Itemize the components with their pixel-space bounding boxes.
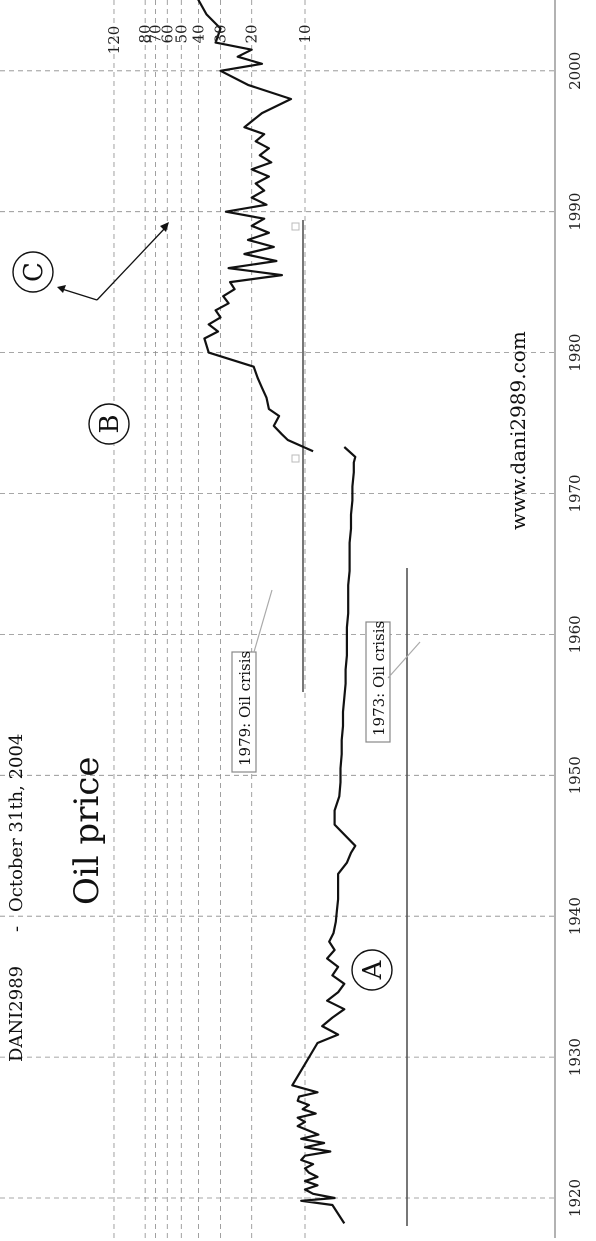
year-tick-label: 1930	[566, 1038, 584, 1076]
trend-marker	[291, 454, 300, 463]
annotation-pointer	[253, 589, 273, 653]
projection-arrow-up	[61, 288, 98, 301]
annotation-1979: 1979: Oil crisis	[231, 589, 273, 773]
trend-marker	[291, 222, 300, 231]
series-layer	[197, 0, 357, 1224]
price-tick-label: 50	[172, 24, 190, 43]
arrowhead-icon	[57, 285, 66, 293]
website-label: www.dani2989.com	[506, 331, 530, 530]
wave-label-b: B	[88, 403, 130, 445]
annotation-box	[231, 651, 257, 773]
annotation-label: 1973: Oil crisis	[370, 621, 388, 736]
price-tick-label: 70	[146, 24, 164, 43]
grid-layer	[0, 0, 556, 1238]
annotation-box	[365, 621, 391, 743]
price-series-line	[291, 446, 357, 1224]
year-tick-label: 1920	[566, 1179, 584, 1217]
wave-circle	[12, 251, 54, 293]
year-tick-label: 2000	[566, 52, 584, 90]
wave-letter: B	[95, 414, 125, 433]
year-tick-label: 1970	[566, 474, 584, 512]
annotation-pointer	[387, 641, 421, 679]
price-tick-label: 20	[243, 24, 261, 43]
year-tick-label: 1980	[566, 334, 584, 372]
wave-circle	[351, 949, 393, 991]
wave-label-c: C	[12, 251, 54, 293]
subtitle-author: DANI2989	[6, 966, 27, 1062]
price-tick-label: 120	[105, 26, 123, 55]
price-tick-label: 10	[296, 24, 314, 43]
wave-letter: A	[358, 959, 388, 980]
subtitle-separator: -	[6, 926, 27, 932]
projection-arrows	[57, 222, 169, 301]
subtitle-date: October 31th, 2004	[6, 734, 27, 912]
chart-title: Oil price	[67, 757, 107, 905]
year-tick-label: 1960	[566, 615, 584, 653]
price-tick-label: 80	[136, 24, 154, 43]
price-series-line	[197, 0, 314, 453]
price-tick-label: 40	[189, 24, 207, 43]
price-tick-label: 30	[212, 24, 230, 43]
wave-letter: C	[19, 262, 49, 282]
wave-label-a: A	[351, 949, 393, 991]
projection-arrow-down	[96, 226, 167, 301]
price-tick-label: 60	[158, 24, 176, 43]
annotation-1973: 1973: Oil crisis	[365, 621, 421, 743]
year-tick-label: 1990	[566, 193, 584, 231]
year-tick-label: 1940	[566, 897, 584, 935]
arrowhead-icon	[160, 222, 169, 232]
trend-lines	[291, 220, 408, 1226]
wave-circle	[88, 403, 130, 445]
annotation-label: 1979: Oil crisis	[236, 651, 254, 766]
year-tick-label: 1950	[566, 756, 584, 794]
